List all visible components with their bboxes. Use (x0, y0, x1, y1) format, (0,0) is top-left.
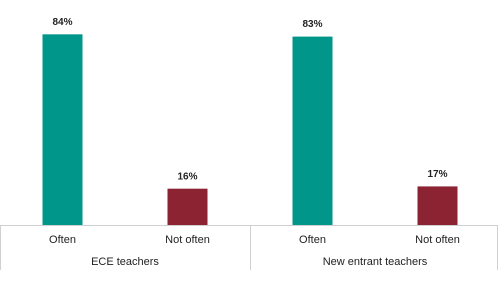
value-label: 16% (177, 171, 197, 182)
value-label: 17% (427, 169, 447, 180)
group-label: New entrant teachers (323, 256, 428, 268)
x-tick-label: Often (299, 234, 326, 246)
group-label: ECE teachers (91, 256, 159, 268)
x-tick-label: Not often (415, 234, 460, 246)
value-label: 83% (302, 19, 322, 30)
bar (417, 186, 458, 225)
bar (292, 36, 333, 226)
bar (42, 34, 83, 225)
value-label: 84% (52, 17, 72, 28)
x-tick-label: Not often (165, 234, 210, 246)
x-tick-label: Often (49, 234, 76, 246)
bar (167, 188, 208, 225)
